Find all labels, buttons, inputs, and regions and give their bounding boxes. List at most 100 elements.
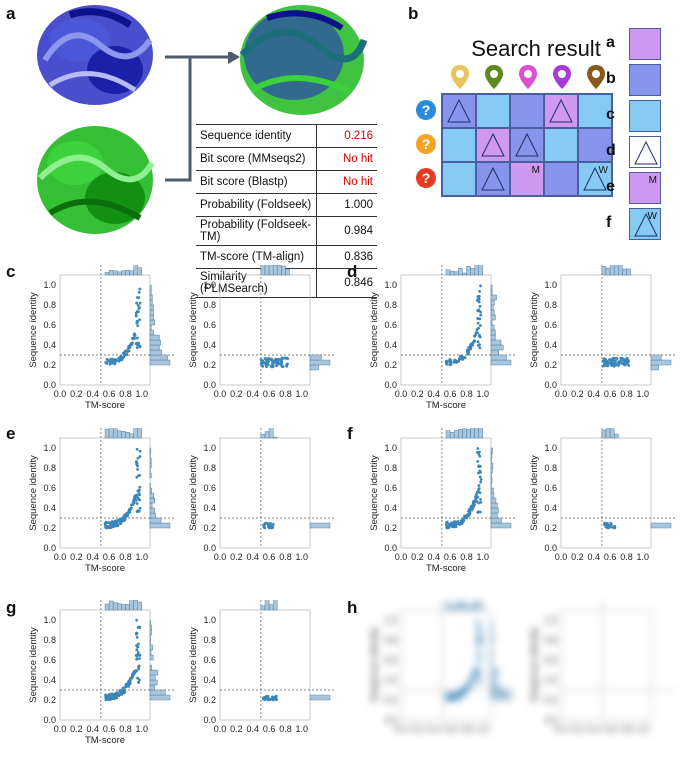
y-tick-label: 0.0 xyxy=(384,380,397,390)
data-point xyxy=(104,521,108,525)
scatter-plot-h-left2: 0.00.20.40.60.81.00.0 0.2 0.4 0.6 0.8 1.0Sequ… xyxy=(369,600,516,734)
plot-frame xyxy=(560,274,652,386)
data-point xyxy=(116,694,119,697)
data-point xyxy=(476,679,480,683)
data-point xyxy=(476,628,480,632)
y-tick-label: 0.0 xyxy=(384,715,397,725)
x-histogram-bar xyxy=(453,604,459,611)
y-histogram-bar xyxy=(149,324,152,331)
data-point xyxy=(467,346,471,350)
metrics-row: Bit score (Blastp) No hit xyxy=(196,170,377,194)
scatter-plot-c-left: 0.00.20.40.60.81.00.0 0.2 0.4 0.6 0.8 1.0Sequ… xyxy=(28,265,175,411)
data-point xyxy=(121,687,125,690)
y-histogram-bar xyxy=(490,634,495,641)
y-histogram-bar xyxy=(309,364,319,371)
y-axis-label: Sequence identity xyxy=(28,627,39,703)
y-histogram-bar xyxy=(490,654,493,661)
y-histogram-bar xyxy=(149,462,152,469)
data-point xyxy=(285,362,289,366)
data-point xyxy=(108,525,111,528)
data-point xyxy=(476,298,480,302)
data-point xyxy=(476,447,480,450)
data-point xyxy=(138,455,142,458)
y-histogram-bar xyxy=(490,684,501,691)
data-point xyxy=(478,671,482,675)
legend-marker: W xyxy=(647,211,657,222)
x-histogram-bar xyxy=(449,270,455,276)
data-point xyxy=(478,662,481,666)
data-point xyxy=(124,685,127,689)
y-tick-label: 1.0 xyxy=(544,615,557,625)
y-tick-label: 1.0 xyxy=(203,443,216,453)
y-tick-label: 0.4 xyxy=(544,675,557,685)
data-point xyxy=(137,657,141,660)
y-histogram-bar xyxy=(149,304,154,311)
y-histogram-bar xyxy=(149,299,153,306)
data-point xyxy=(262,361,266,365)
x-histogram-bar xyxy=(605,428,611,439)
y-tick-label: 0.8 xyxy=(43,300,56,310)
plot-frame xyxy=(219,274,311,386)
map-pin-icon xyxy=(587,65,605,89)
y-histogram-bar xyxy=(490,629,493,636)
query-question-icon: ? xyxy=(416,134,436,154)
metrics-row: Similarity (PLMSearch) 0.846 xyxy=(196,268,377,298)
y-histogram-bar xyxy=(149,497,155,504)
x-histogram-bar xyxy=(108,270,114,276)
y-histogram-bar xyxy=(149,457,152,464)
data-point xyxy=(131,341,134,345)
data-point xyxy=(622,357,626,361)
data-point xyxy=(265,365,268,369)
data-point xyxy=(274,694,278,698)
data-point xyxy=(265,521,269,525)
data-point xyxy=(615,357,619,361)
x-tick-label: 0.0 xyxy=(214,552,227,562)
y-tick-label: 0.2 xyxy=(544,360,557,370)
data-point xyxy=(283,356,287,360)
panel-label-h: h xyxy=(347,598,358,617)
x-histogram-bar xyxy=(618,265,623,276)
y-histogram-bar xyxy=(149,492,155,499)
data-point xyxy=(476,321,480,325)
plot-frame xyxy=(560,437,652,549)
y-axis-label: Sequence identity xyxy=(188,455,199,531)
y-histogram-bar xyxy=(149,694,171,701)
x-tick-label: 0.2 xyxy=(230,389,243,399)
x-tick-label: 0.6 xyxy=(444,552,457,562)
data-point xyxy=(477,326,480,330)
x-tick-label: 0.2 xyxy=(411,552,424,562)
plot-frame xyxy=(59,274,151,386)
data-point xyxy=(136,464,139,468)
y-tick-label: 0.8 xyxy=(384,300,397,310)
x-tick-label: 0.6 xyxy=(604,389,617,399)
data-point xyxy=(124,512,128,516)
y-tick-label: 0.0 xyxy=(43,380,56,390)
data-point xyxy=(270,357,273,361)
data-point xyxy=(277,362,281,366)
data-point xyxy=(454,522,458,525)
metrics-row: Probability (Foldseek-TM) 0.984 xyxy=(196,216,377,246)
result-cell xyxy=(476,94,510,128)
data-point xyxy=(269,364,273,368)
data-point xyxy=(450,697,454,701)
data-point xyxy=(134,313,138,317)
data-point xyxy=(129,676,132,680)
x-tick-label: 0.8 xyxy=(460,389,473,399)
y-tick-label: 0.2 xyxy=(384,523,397,533)
data-point xyxy=(126,511,130,515)
x-histogram-bar xyxy=(104,603,110,611)
y-histogram-bar xyxy=(149,664,152,671)
x-tick-label: 0.2 xyxy=(571,552,584,562)
legend-swatch: W xyxy=(629,208,661,240)
y-histogram-bar xyxy=(149,639,151,646)
data-point xyxy=(138,493,141,497)
y-histogram-bar xyxy=(490,694,512,701)
data-point xyxy=(262,525,266,529)
x-histogram-bar xyxy=(137,267,143,276)
y-tick-label: 1.0 xyxy=(203,615,216,625)
legend-letter: c xyxy=(606,106,615,123)
data-point xyxy=(127,684,131,688)
data-point xyxy=(133,333,137,337)
data-point xyxy=(122,353,126,357)
y-histogram-bar xyxy=(490,329,496,336)
